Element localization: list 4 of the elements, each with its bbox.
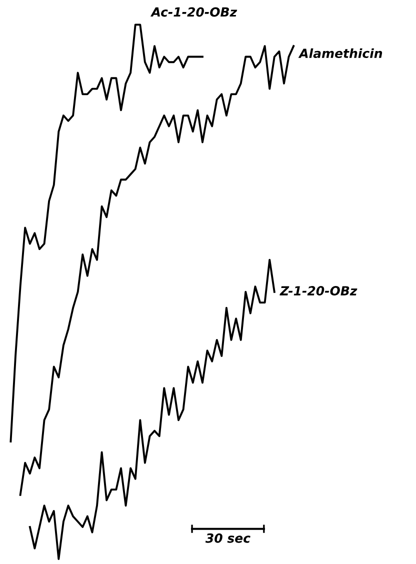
series-label: Alamethicin — [298, 48, 382, 58]
series-label: Z-1-20-OBz — [280, 286, 358, 296]
series-label: Ac-1-20-OBz — [150, 7, 238, 17]
annotation: 30 sec — [205, 533, 250, 543]
